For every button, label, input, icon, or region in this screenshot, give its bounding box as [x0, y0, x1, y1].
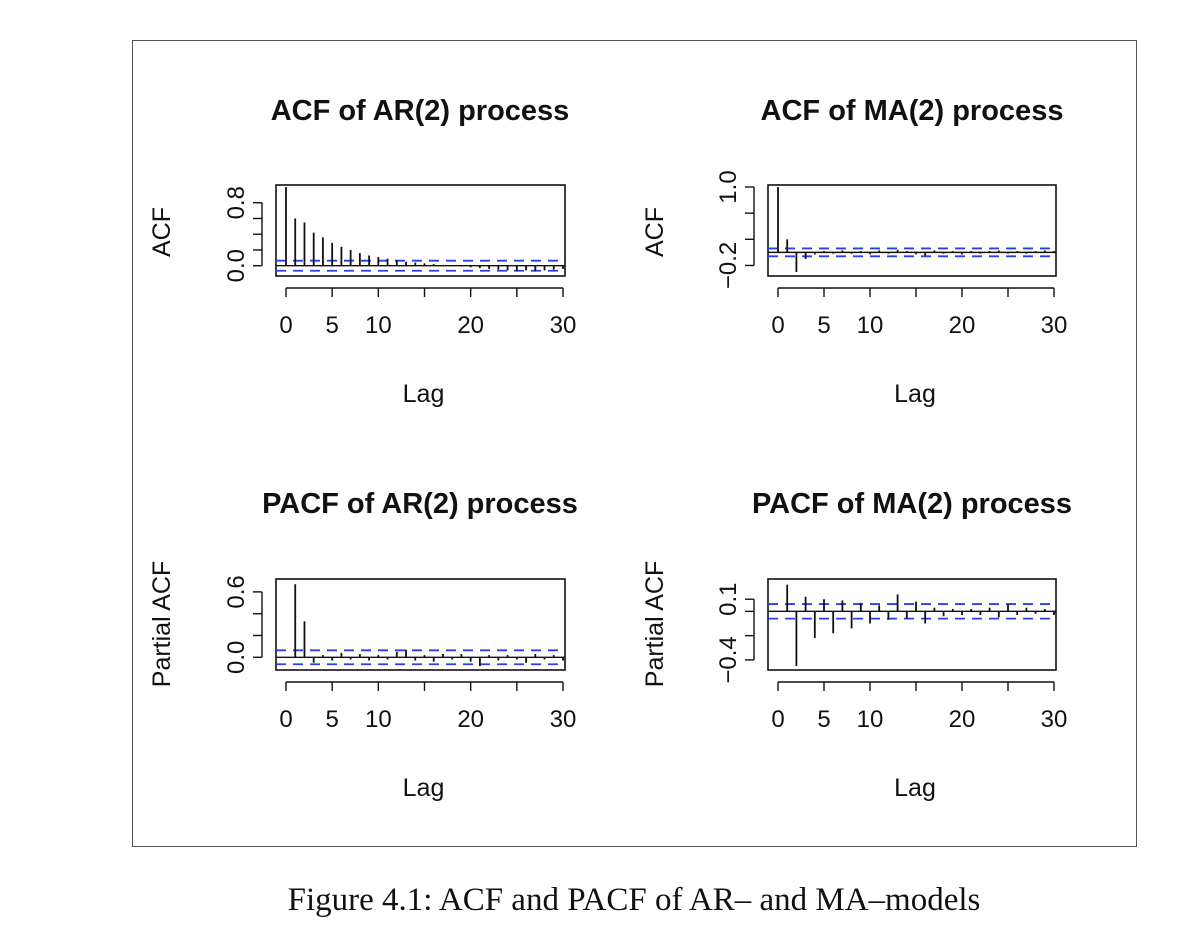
plot-frame — [275, 184, 566, 277]
x-tick-label: 30 — [1041, 312, 1068, 339]
chart-panel-2: ACF of MA(2) process 0 5 10 20 30 Lag −0.2 1.0 AC… — [641, 95, 1067, 408]
x-tick-label: 30 — [1041, 706, 1068, 733]
y-tick-label: 0.0 — [223, 249, 250, 282]
figure-caption: Figure 4.1: ACF and PACF of AR– and MA–m… — [287, 882, 981, 918]
x-tick-label: 10 — [857, 312, 884, 339]
chart-title: ACF of AR(2) process — [271, 95, 570, 127]
y-tick-label: 1.0 — [715, 170, 742, 203]
y-axis-label: Partial ACF — [148, 561, 176, 687]
x-tick-label: 10 — [365, 706, 392, 733]
x-axis-label: Lag — [403, 380, 445, 408]
x-tick-label: 20 — [949, 706, 976, 733]
chart-panel-1: ACF of AR(2) process 0 5 10 20 30 Lag 0.0 0.8 ACF — [148, 95, 576, 408]
figure-frame — [132, 40, 1137, 847]
x-tick-label: 10 — [365, 312, 392, 339]
chart-title: PACF of MA(2) process — [752, 488, 1072, 520]
y-tick-label: −0.2 — [715, 242, 742, 289]
plot-frame — [275, 578, 566, 671]
x-tick-label: 5 — [325, 312, 338, 339]
x-tick-label: 30 — [550, 706, 577, 733]
chart-panel-3: PACF of AR(2) process 0 5 10 20 30 Lag 0.0 0.6 Pa… — [148, 488, 578, 802]
y-tick-label: 0.1 — [715, 583, 742, 616]
x-tick-label: 5 — [817, 312, 830, 339]
x-tick-label: 20 — [457, 706, 484, 733]
x-tick-label: 5 — [325, 706, 338, 733]
y-tick-label: −0.4 — [715, 636, 742, 683]
chart-title: ACF of MA(2) process — [761, 95, 1064, 127]
chart-title: PACF of AR(2) process — [262, 488, 578, 520]
x-tick-label: 5 — [817, 706, 830, 733]
y-tick-label: 0.8 — [223, 186, 250, 219]
x-tick-label: 10 — [857, 706, 884, 733]
plot-frame — [767, 184, 1057, 277]
x-axis-label: Lag — [894, 774, 936, 802]
x-axis-label: Lag — [894, 380, 936, 408]
x-tick-label: 0 — [771, 312, 784, 339]
x-tick-label: 0 — [279, 706, 292, 733]
y-axis-label: ACF — [148, 207, 176, 257]
y-axis-label: ACF — [641, 207, 669, 257]
x-tick-label: 30 — [550, 312, 577, 339]
y-tick-label: 0.6 — [223, 575, 250, 608]
x-tick-label: 0 — [771, 706, 784, 733]
x-tick-label: 0 — [279, 312, 292, 339]
y-axis-label: Partial ACF — [641, 561, 669, 687]
x-tick-label: 20 — [949, 312, 976, 339]
plot-frame — [767, 578, 1057, 671]
chart-panel-4: PACF of MA(2) process 0 5 10 20 30 Lag −0.4 0.1 P… — [641, 488, 1072, 802]
x-axis-label: Lag — [403, 774, 445, 802]
y-tick-label: 0.0 — [223, 641, 250, 674]
x-tick-label: 20 — [457, 312, 484, 339]
